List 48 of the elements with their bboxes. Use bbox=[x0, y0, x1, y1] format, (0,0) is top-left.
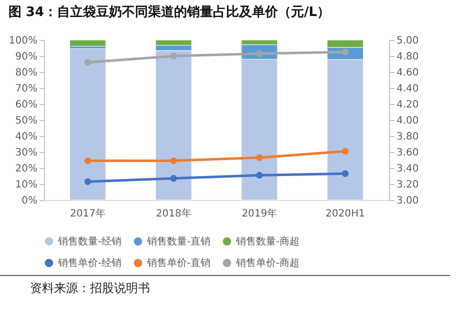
point bbox=[84, 178, 92, 185]
point bbox=[342, 148, 349, 155]
y2-tick-label: 3.20 bbox=[396, 180, 419, 190]
point bbox=[342, 170, 349, 177]
bar bbox=[69, 48, 106, 200]
legend-label: 销售数量-直销 bbox=[146, 235, 211, 248]
y-tick-label: 50% bbox=[15, 116, 38, 126]
y2-tick-label: 3.60 bbox=[396, 148, 419, 158]
point bbox=[84, 157, 92, 164]
point bbox=[170, 157, 177, 164]
y2-tick-label: 4.80 bbox=[396, 52, 419, 62]
point bbox=[256, 154, 263, 161]
point bbox=[256, 172, 263, 179]
legend-label: 销售数量-经销 bbox=[57, 235, 122, 248]
legend-label: 销售单价-商超 bbox=[235, 257, 300, 269]
point bbox=[170, 175, 177, 182]
y2-tick-label: 4.20 bbox=[396, 100, 419, 110]
y2-tick-label: 4.40 bbox=[396, 84, 419, 94]
point bbox=[170, 52, 177, 60]
legend-label: 销售数量-商超 bbox=[235, 235, 300, 248]
point bbox=[342, 48, 349, 56]
legend-label: 销售单价-经销 bbox=[57, 257, 122, 269]
x-tick-label: 2020H1 bbox=[326, 208, 365, 220]
bar bbox=[69, 40, 106, 46]
y-tick-label: 90% bbox=[15, 52, 38, 62]
y-tick-label: 100% bbox=[8, 36, 38, 46]
y-tick-label: 20% bbox=[15, 164, 38, 174]
x-tick-label: 2017年 bbox=[70, 208, 106, 220]
y2-tick-label: 5.00 bbox=[396, 36, 419, 46]
point bbox=[84, 59, 92, 66]
text: 资料来源：招股说明书 bbox=[0, 275, 450, 297]
point bbox=[256, 50, 263, 57]
x-tick-label: 2018年 bbox=[156, 208, 192, 220]
y2-tick-label: 4.60 bbox=[396, 68, 419, 78]
y-tick-label: 80% bbox=[15, 68, 38, 78]
y2-tick-label: 3.00 bbox=[396, 196, 419, 206]
y-tick-label: 70% bbox=[15, 84, 38, 94]
y2-tick-label: 3.40 bbox=[396, 164, 419, 174]
x-tick-label: 2019年 bbox=[242, 208, 278, 220]
y-tick-label: 10% bbox=[15, 180, 38, 190]
y-tick-label: 60% bbox=[15, 100, 38, 110]
legend-label: 销售单价-直销 bbox=[146, 257, 211, 269]
y2-tick-label: 4.00 bbox=[396, 116, 419, 126]
y-tick-label: 40% bbox=[15, 132, 38, 142]
y-tick-label: 30% bbox=[15, 148, 38, 158]
y2-tick-label: 3.80 bbox=[396, 132, 419, 142]
y-tick-label: 0% bbox=[22, 196, 38, 206]
chart-title: 图 34：自立袋豆奶不同渠道的销量占比及单价（元/L） bbox=[8, 4, 330, 20]
